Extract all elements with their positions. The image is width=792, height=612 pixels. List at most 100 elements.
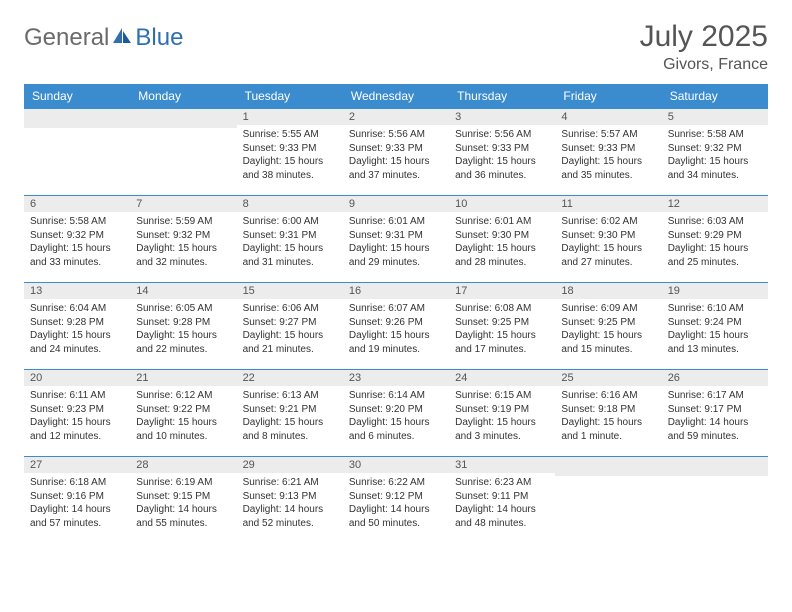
day-cell: 29Sunrise: 6:21 AM Sunset: 9:13 PM Dayli… xyxy=(237,457,343,544)
day-cell xyxy=(130,109,236,196)
day-number xyxy=(24,109,130,128)
day-cell: 10Sunrise: 6:01 AM Sunset: 9:30 PM Dayli… xyxy=(449,196,555,283)
logo-text-general: General xyxy=(24,24,109,52)
logo: General Blue xyxy=(24,24,183,52)
week-row: 20Sunrise: 6:11 AM Sunset: 9:23 PM Dayli… xyxy=(24,370,768,457)
day-number: 15 xyxy=(237,283,343,299)
location: Givors, France xyxy=(640,56,768,74)
day-number: 3 xyxy=(449,109,555,125)
month-title: July 2025 xyxy=(640,20,768,54)
day-number: 24 xyxy=(449,370,555,386)
day-number: 4 xyxy=(555,109,661,125)
day-number: 23 xyxy=(343,370,449,386)
day-cell: 4Sunrise: 5:57 AM Sunset: 9:33 PM Daylig… xyxy=(555,109,661,196)
weekday-header: Thursday xyxy=(449,84,555,109)
logo-text-blue: Blue xyxy=(135,24,183,52)
day-details: Sunrise: 6:14 AM Sunset: 9:20 PM Dayligh… xyxy=(343,386,449,447)
day-cell: 17Sunrise: 6:08 AM Sunset: 9:25 PM Dayli… xyxy=(449,283,555,370)
day-cell: 11Sunrise: 6:02 AM Sunset: 9:30 PM Dayli… xyxy=(555,196,661,283)
day-cell: 3Sunrise: 5:56 AM Sunset: 9:33 PM Daylig… xyxy=(449,109,555,196)
day-details: Sunrise: 6:17 AM Sunset: 9:17 PM Dayligh… xyxy=(662,386,768,447)
day-cell: 21Sunrise: 6:12 AM Sunset: 9:22 PM Dayli… xyxy=(130,370,236,457)
day-number: 6 xyxy=(24,196,130,212)
day-details: Sunrise: 6:11 AM Sunset: 9:23 PM Dayligh… xyxy=(24,386,130,447)
title-block: July 2025 Givors, France xyxy=(640,20,768,74)
day-details: Sunrise: 5:59 AM Sunset: 9:32 PM Dayligh… xyxy=(130,212,236,273)
day-number: 14 xyxy=(130,283,236,299)
day-cell xyxy=(24,109,130,196)
day-details: Sunrise: 6:23 AM Sunset: 9:11 PM Dayligh… xyxy=(449,473,555,534)
day-number: 31 xyxy=(449,457,555,473)
day-cell: 13Sunrise: 6:04 AM Sunset: 9:28 PM Dayli… xyxy=(24,283,130,370)
day-details xyxy=(130,128,236,135)
weekday-header: Saturday xyxy=(662,84,768,109)
day-number: 13 xyxy=(24,283,130,299)
day-number: 16 xyxy=(343,283,449,299)
weekday-header-row: Sunday Monday Tuesday Wednesday Thursday… xyxy=(24,84,768,109)
day-number: 8 xyxy=(237,196,343,212)
day-details: Sunrise: 6:01 AM Sunset: 9:31 PM Dayligh… xyxy=(343,212,449,273)
day-cell: 19Sunrise: 6:10 AM Sunset: 9:24 PM Dayli… xyxy=(662,283,768,370)
day-number: 25 xyxy=(555,370,661,386)
day-number: 28 xyxy=(130,457,236,473)
week-row: 1Sunrise: 5:55 AM Sunset: 9:33 PM Daylig… xyxy=(24,109,768,196)
weekday-header: Monday xyxy=(130,84,236,109)
weekday-header: Friday xyxy=(555,84,661,109)
day-number: 5 xyxy=(662,109,768,125)
day-details: Sunrise: 6:05 AM Sunset: 9:28 PM Dayligh… xyxy=(130,299,236,360)
day-details: Sunrise: 6:13 AM Sunset: 9:21 PM Dayligh… xyxy=(237,386,343,447)
day-details: Sunrise: 5:57 AM Sunset: 9:33 PM Dayligh… xyxy=(555,125,661,186)
day-details: Sunrise: 6:03 AM Sunset: 9:29 PM Dayligh… xyxy=(662,212,768,273)
day-cell: 1Sunrise: 5:55 AM Sunset: 9:33 PM Daylig… xyxy=(237,109,343,196)
week-row: 6Sunrise: 5:58 AM Sunset: 9:32 PM Daylig… xyxy=(24,196,768,283)
day-cell: 26Sunrise: 6:17 AM Sunset: 9:17 PM Dayli… xyxy=(662,370,768,457)
day-number xyxy=(555,457,661,476)
day-cell: 8Sunrise: 6:00 AM Sunset: 9:31 PM Daylig… xyxy=(237,196,343,283)
calendar-table: Sunday Monday Tuesday Wednesday Thursday… xyxy=(24,84,768,543)
day-details: Sunrise: 6:21 AM Sunset: 9:13 PM Dayligh… xyxy=(237,473,343,534)
day-number: 2 xyxy=(343,109,449,125)
sail-icon xyxy=(111,26,133,51)
day-details: Sunrise: 6:18 AM Sunset: 9:16 PM Dayligh… xyxy=(24,473,130,534)
day-details: Sunrise: 6:16 AM Sunset: 9:18 PM Dayligh… xyxy=(555,386,661,447)
day-number xyxy=(662,457,768,476)
day-number: 19 xyxy=(662,283,768,299)
day-cell xyxy=(555,457,661,544)
day-cell xyxy=(662,457,768,544)
day-number: 21 xyxy=(130,370,236,386)
day-number: 17 xyxy=(449,283,555,299)
day-number: 10 xyxy=(449,196,555,212)
day-details: Sunrise: 5:58 AM Sunset: 9:32 PM Dayligh… xyxy=(662,125,768,186)
weekday-header: Wednesday xyxy=(343,84,449,109)
day-details xyxy=(662,476,768,483)
day-details: Sunrise: 6:22 AM Sunset: 9:12 PM Dayligh… xyxy=(343,473,449,534)
day-details: Sunrise: 6:00 AM Sunset: 9:31 PM Dayligh… xyxy=(237,212,343,273)
day-cell: 22Sunrise: 6:13 AM Sunset: 9:21 PM Dayli… xyxy=(237,370,343,457)
day-cell: 20Sunrise: 6:11 AM Sunset: 9:23 PM Dayli… xyxy=(24,370,130,457)
day-number: 27 xyxy=(24,457,130,473)
day-details: Sunrise: 6:01 AM Sunset: 9:30 PM Dayligh… xyxy=(449,212,555,273)
day-number: 12 xyxy=(662,196,768,212)
day-details: Sunrise: 6:09 AM Sunset: 9:25 PM Dayligh… xyxy=(555,299,661,360)
day-details: Sunrise: 6:12 AM Sunset: 9:22 PM Dayligh… xyxy=(130,386,236,447)
day-number: 11 xyxy=(555,196,661,212)
day-cell: 6Sunrise: 5:58 AM Sunset: 9:32 PM Daylig… xyxy=(24,196,130,283)
day-number: 30 xyxy=(343,457,449,473)
week-row: 13Sunrise: 6:04 AM Sunset: 9:28 PM Dayli… xyxy=(24,283,768,370)
day-cell: 15Sunrise: 6:06 AM Sunset: 9:27 PM Dayli… xyxy=(237,283,343,370)
header: General Blue July 2025 Givors, France xyxy=(24,20,768,74)
weekday-header: Tuesday xyxy=(237,84,343,109)
day-details xyxy=(555,476,661,483)
day-details: Sunrise: 6:19 AM Sunset: 9:15 PM Dayligh… xyxy=(130,473,236,534)
day-details: Sunrise: 6:02 AM Sunset: 9:30 PM Dayligh… xyxy=(555,212,661,273)
day-number: 26 xyxy=(662,370,768,386)
day-cell: 2Sunrise: 5:56 AM Sunset: 9:33 PM Daylig… xyxy=(343,109,449,196)
day-details: Sunrise: 6:04 AM Sunset: 9:28 PM Dayligh… xyxy=(24,299,130,360)
day-number xyxy=(130,109,236,128)
day-cell: 25Sunrise: 6:16 AM Sunset: 9:18 PM Dayli… xyxy=(555,370,661,457)
day-cell: 27Sunrise: 6:18 AM Sunset: 9:16 PM Dayli… xyxy=(24,457,130,544)
day-details: Sunrise: 6:08 AM Sunset: 9:25 PM Dayligh… xyxy=(449,299,555,360)
day-cell: 28Sunrise: 6:19 AM Sunset: 9:15 PM Dayli… xyxy=(130,457,236,544)
day-cell: 23Sunrise: 6:14 AM Sunset: 9:20 PM Dayli… xyxy=(343,370,449,457)
day-cell: 14Sunrise: 6:05 AM Sunset: 9:28 PM Dayli… xyxy=(130,283,236,370)
